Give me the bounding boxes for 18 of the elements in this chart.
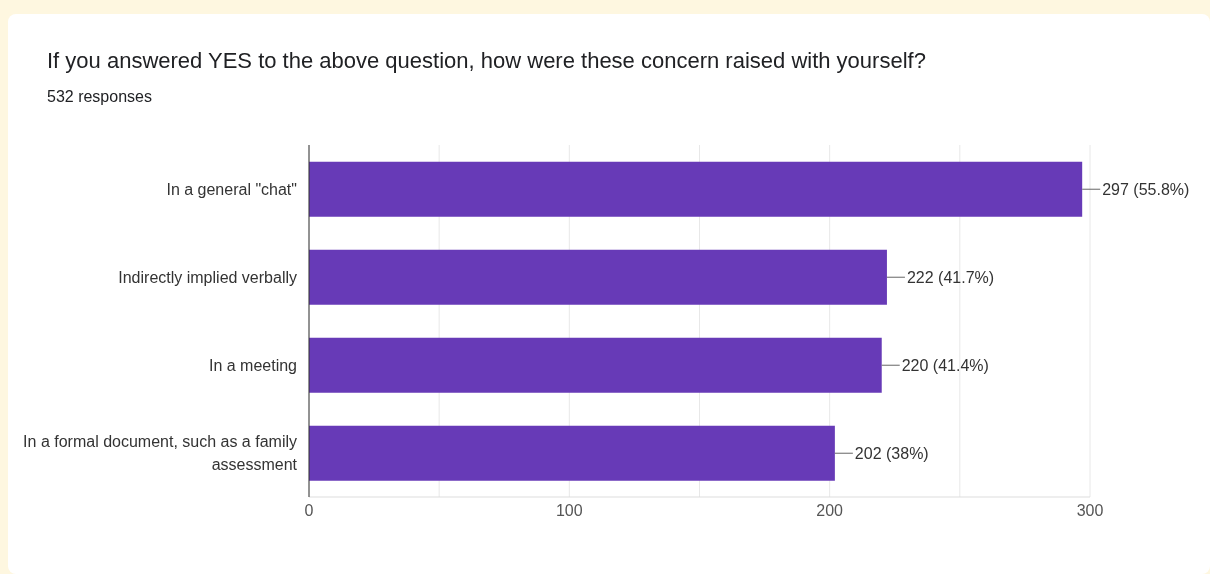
data-label: 220 (41.4%): [901, 356, 989, 374]
y-tick-label: In a general "chat": [166, 180, 297, 198]
x-tick-label: 100: [555, 502, 583, 520]
bar: [309, 425, 835, 481]
bar: [309, 249, 887, 305]
bar: [309, 337, 882, 393]
data-label: 202 (38%): [854, 444, 929, 462]
chart-title: If you answered YES to the above question, how were these concern raised with yourself?: [47, 48, 926, 74]
bar: [309, 161, 1083, 217]
x-tick-label: 300: [1076, 502, 1104, 520]
x-tick-label: 0: [304, 502, 314, 520]
y-tick-label: Indirectly implied verbally: [118, 268, 297, 286]
data-label: 222 (41.7%): [906, 268, 995, 286]
x-tick-label: 200: [816, 502, 844, 520]
y-tick-label: In a formal document, such as a family assessment: [23, 433, 298, 473]
text: 532 responses: [47, 88, 152, 106]
y-tick-label: In a meeting: [208, 356, 297, 374]
data-label: 297 (55.8%): [1102, 180, 1190, 198]
